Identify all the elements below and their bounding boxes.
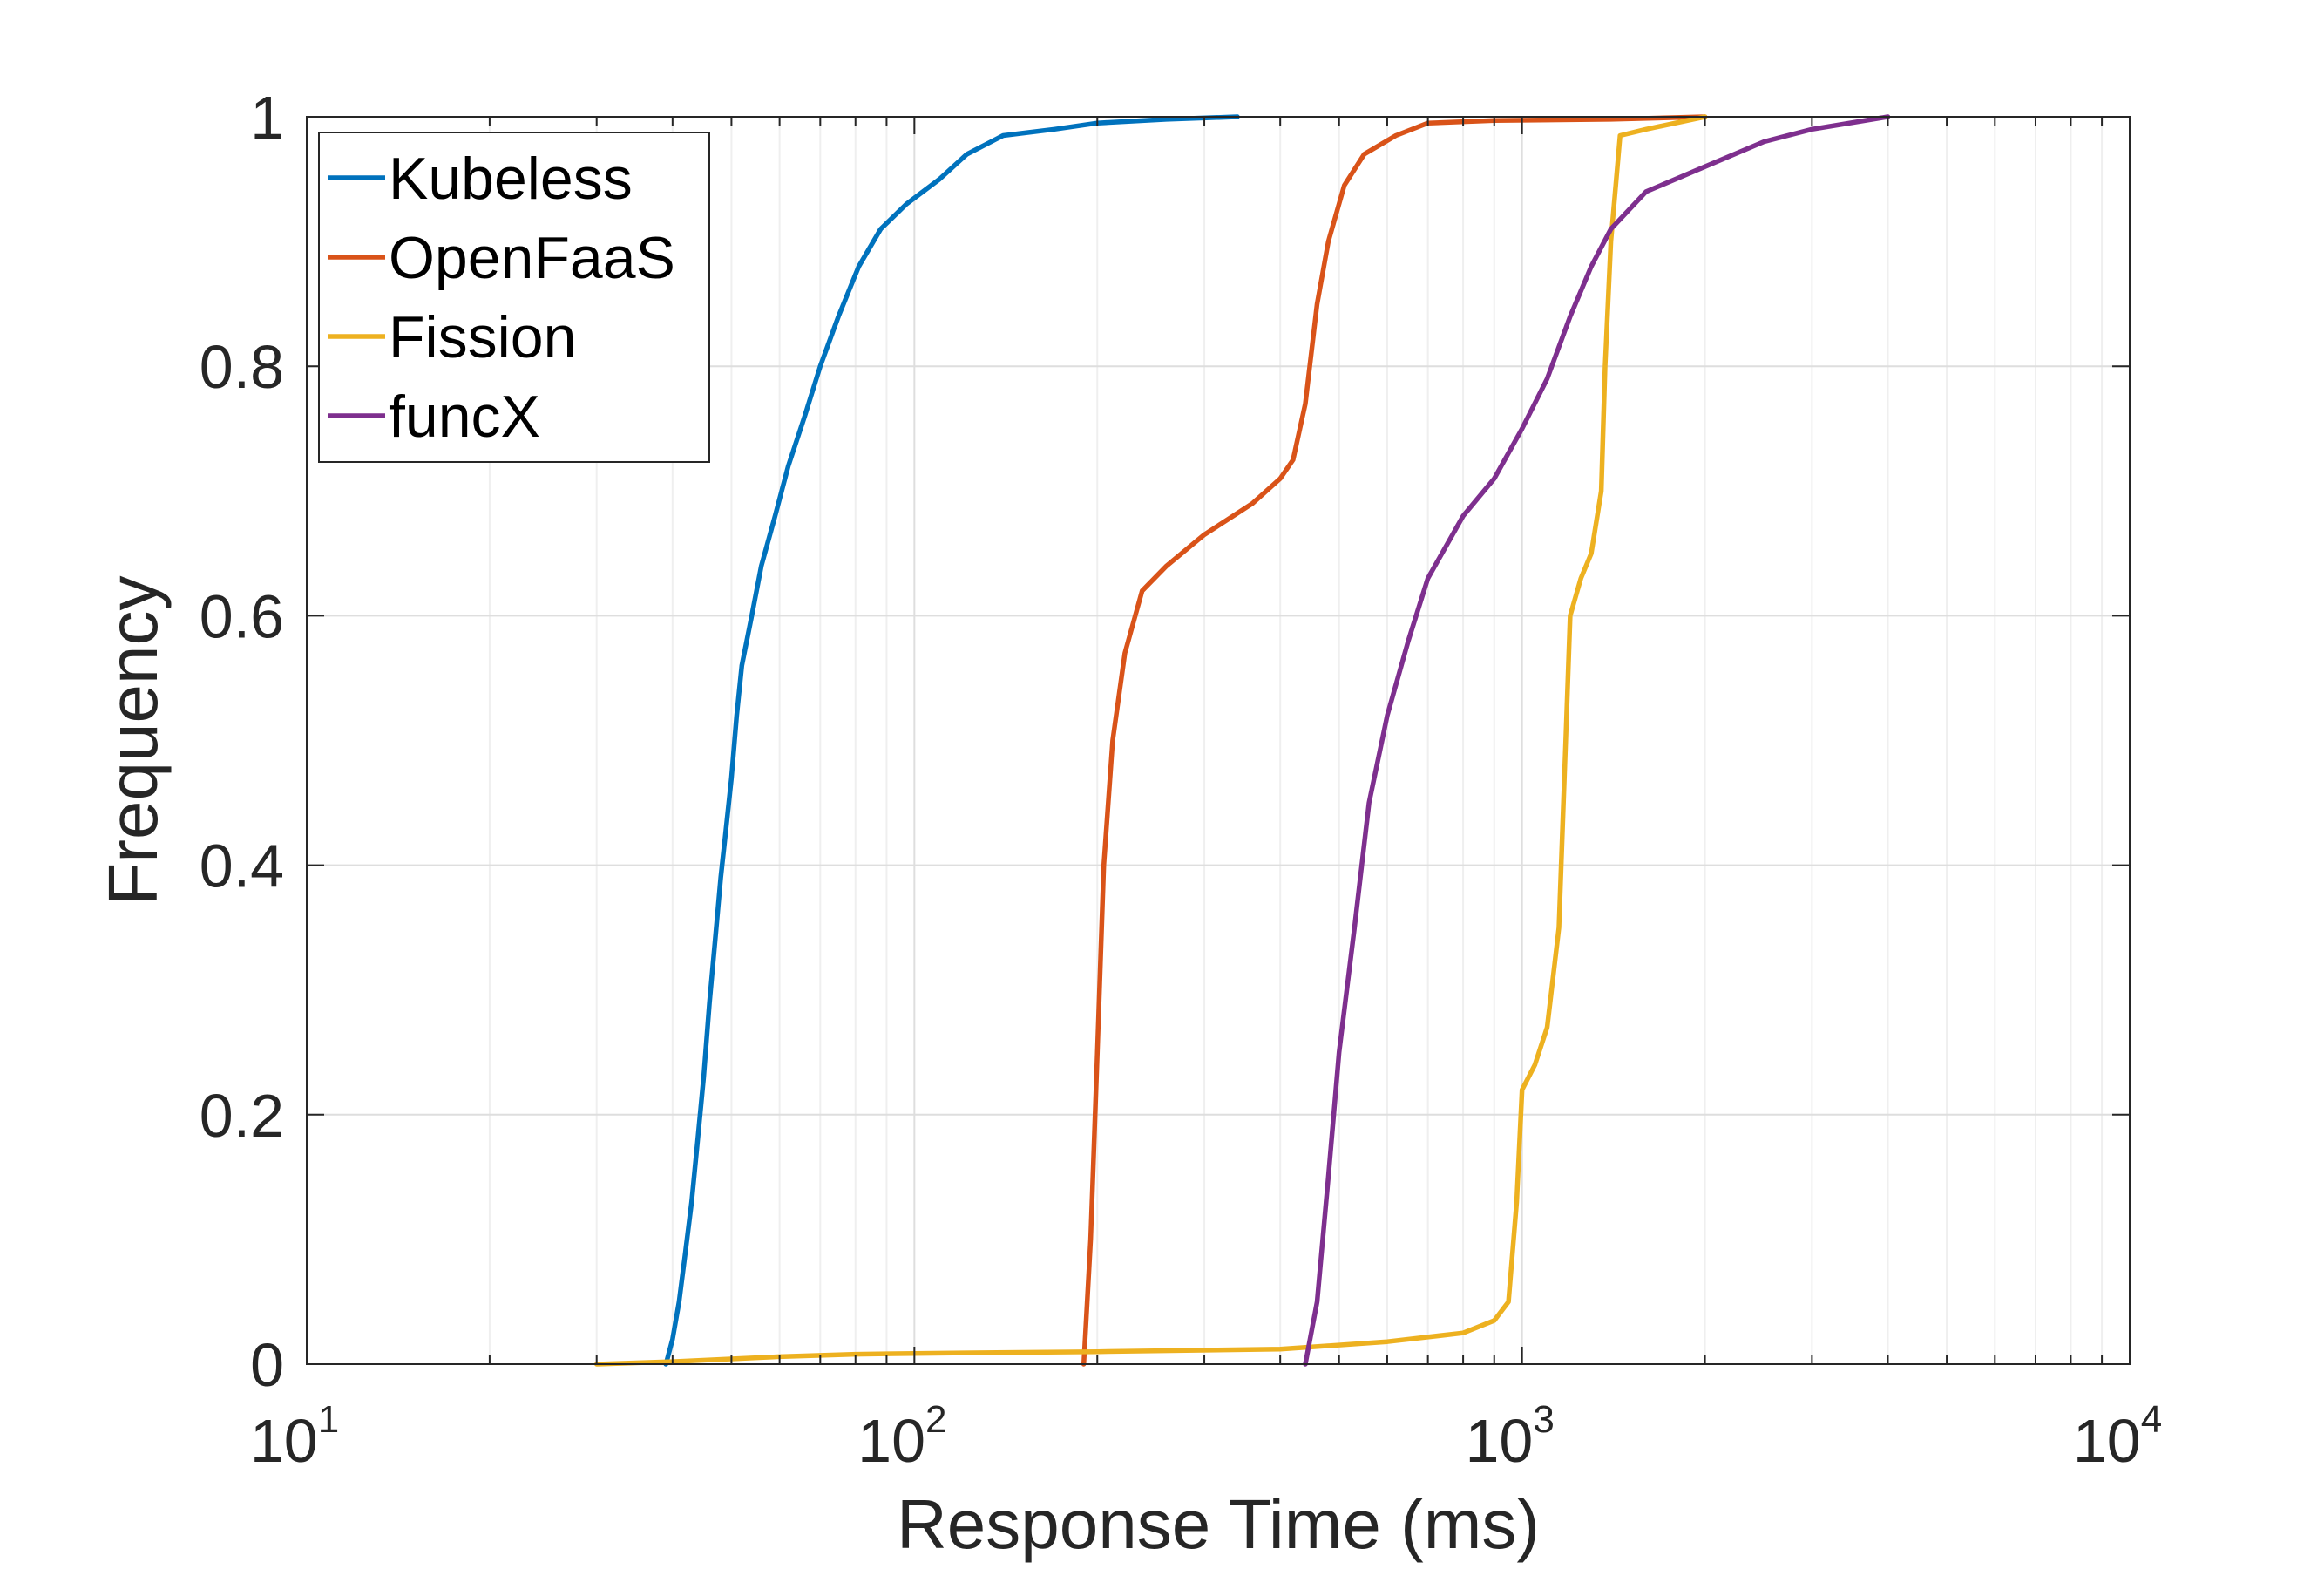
y-tick-label: 0 (250, 1331, 284, 1399)
x-tick-base: 10 (2073, 1407, 2141, 1475)
y-tick-label: 1 (250, 84, 284, 152)
x-tick-labels: 101 102 103 104 (250, 1398, 2162, 1475)
y-tick-label: 0.8 (200, 333, 284, 401)
y-tick-label: 0.6 (200, 582, 284, 650)
legend-label: Fission (389, 304, 576, 370)
x-tick-label: 102 (857, 1398, 946, 1475)
x-tick-exponent: 1 (318, 1398, 339, 1441)
x-tick-exponent: 4 (2141, 1398, 2162, 1441)
y-tick-label: 0.4 (200, 832, 284, 900)
x-tick-base: 10 (1465, 1407, 1533, 1475)
series-line-funcx (1303, 114, 1891, 1367)
y-axis-title: Frequency (94, 576, 172, 906)
x-axis-title: Response Time (ms) (897, 1485, 1540, 1563)
legend-label: Kubeless (389, 146, 633, 212)
x-tick-exponent: 3 (1533, 1398, 1554, 1441)
legend-label: funcX (389, 384, 540, 450)
axis-ticks (307, 116, 2130, 1365)
x-tick-base: 10 (250, 1407, 318, 1475)
legend-box (318, 132, 710, 463)
x-tick-label: 103 (1465, 1398, 1554, 1475)
series-line-kubeless (663, 114, 1240, 1367)
legend-label: OpenFaaS (389, 225, 675, 291)
legend: Kubeless OpenFaaS Fission funcX (318, 132, 710, 463)
series-line-fission (593, 114, 1708, 1367)
y-tick-labels: 0 0.2 0.4 0.6 0.8 1 (200, 84, 284, 1399)
x-tick-label: 104 (2073, 1398, 2162, 1475)
x-tick-exponent: 2 (925, 1398, 946, 1441)
x-tick-label: 101 (250, 1398, 339, 1475)
y-tick-label: 0.2 (200, 1082, 284, 1150)
series-line-openfaas (1081, 114, 1708, 1367)
axes-box (306, 116, 2131, 1365)
plot-series (593, 114, 1891, 1367)
x-tick-base: 10 (857, 1407, 925, 1475)
